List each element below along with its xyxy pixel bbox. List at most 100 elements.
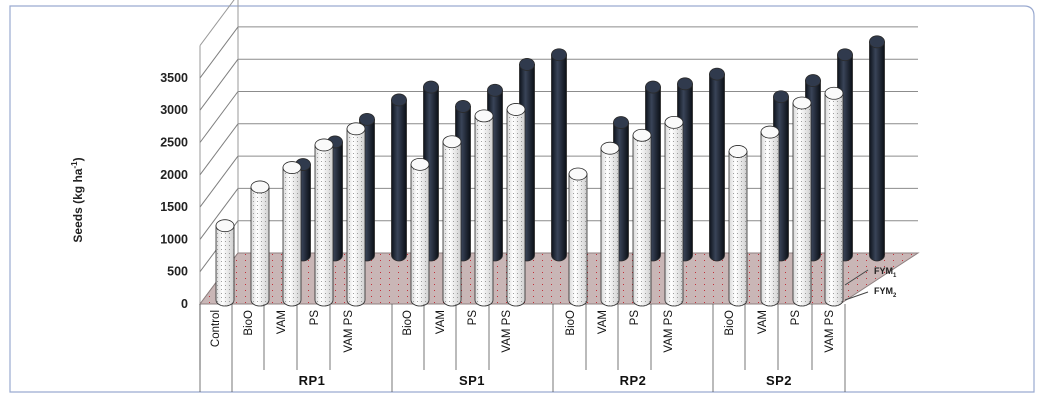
bar-fym1-13 bbox=[709, 67, 725, 262]
bar-fym2-3-texture bbox=[315, 144, 333, 306]
y-tick-label: 500 bbox=[167, 265, 188, 279]
legend-fym1-sub: 1 bbox=[893, 273, 897, 279]
bar-fym2-16 bbox=[792, 96, 812, 307]
bar-fym1-9 bbox=[551, 48, 567, 262]
bar-fym2-6-texture bbox=[411, 164, 429, 306]
bar-fym2-8-texture bbox=[475, 115, 493, 306]
gridline-wall bbox=[199, 155, 239, 208]
bar-fym2-8-top bbox=[474, 109, 494, 123]
y-tick-label: 2000 bbox=[160, 168, 188, 182]
bar-fym2-6 bbox=[410, 157, 430, 307]
bar-fym1-17-body bbox=[869, 41, 885, 262]
bar-fym2-6-top bbox=[410, 157, 430, 171]
category-label: VAM PS bbox=[824, 310, 836, 353]
bar-fym2-12-texture bbox=[633, 135, 651, 306]
left-wall-top-edge bbox=[199, 0, 235, 46]
bar-fym2-10-top bbox=[568, 167, 588, 181]
y-axis-label-text: Seeds (kg ha bbox=[71, 168, 85, 242]
bar-fym2-1 bbox=[250, 180, 270, 307]
bar-fym2-9 bbox=[506, 103, 526, 307]
bar-fym2-11-texture bbox=[601, 148, 619, 306]
category-label: BioO bbox=[724, 310, 736, 336]
legend-fym1: FYM1 bbox=[874, 266, 897, 279]
bar-fym1-13-top bbox=[709, 67, 725, 81]
group-label: SP1 bbox=[459, 373, 485, 388]
bar-fym1-17 bbox=[869, 35, 885, 262]
y-axis-label: Seeds (kg ha-1) bbox=[70, 157, 85, 242]
bars bbox=[215, 35, 885, 307]
bar-fym1-4-body bbox=[391, 99, 407, 262]
bar-fym2-10 bbox=[568, 167, 588, 307]
bar-fym1-9-top bbox=[551, 48, 567, 62]
legend-fym2-name: FYM bbox=[874, 286, 893, 296]
bar-fym2-14-texture bbox=[729, 151, 747, 306]
bar-fym2-13 bbox=[664, 115, 684, 307]
category-label: BioO bbox=[402, 310, 414, 336]
bar-fym1-10-top bbox=[613, 116, 629, 129]
category-label: BioO bbox=[243, 310, 255, 336]
bar-fym1-7-top bbox=[487, 83, 503, 97]
y-tick-label: 1500 bbox=[160, 200, 188, 214]
bar-fym1-9-body bbox=[551, 54, 567, 262]
bar-fym2-9-texture bbox=[507, 109, 525, 307]
bar-fym2-10-texture bbox=[569, 174, 587, 306]
legend: FYM1 FYM2 bbox=[874, 266, 897, 299]
bar-fym2-13-texture bbox=[665, 122, 683, 306]
category-label: PS bbox=[467, 310, 479, 326]
y-axis-label-sup: -1 bbox=[70, 161, 79, 169]
category-table: Control BioO VAM PS VAM PS BioO VAM PS VAM PS Bio… bbox=[199, 304, 846, 392]
bar-fym2-4-texture bbox=[347, 128, 365, 306]
bar-fym1-17-top bbox=[869, 35, 885, 49]
bar-fym1-16-top bbox=[837, 48, 853, 62]
category-label: PS bbox=[629, 310, 641, 326]
gridline-wall bbox=[199, 188, 239, 240]
legend-leader-2 bbox=[844, 291, 869, 301]
bar-fym1-13-body bbox=[709, 73, 725, 262]
bar-fym2-1-top bbox=[250, 180, 270, 194]
y-axis-ticks: 0 500 1000 1500 2000 2500 3000 3500 bbox=[160, 71, 188, 311]
bar-fym2-7-texture bbox=[443, 141, 461, 306]
gridline-wall bbox=[199, 91, 239, 143]
bar-fym2-8 bbox=[474, 109, 494, 307]
category-label: Control bbox=[210, 310, 222, 347]
category-label: VAM PS bbox=[343, 310, 355, 353]
category-label: VAM PS bbox=[663, 310, 675, 353]
bar-fym2-15-top bbox=[760, 125, 780, 139]
bar-fym2-3 bbox=[314, 138, 334, 307]
bar-fym2-14 bbox=[728, 145, 748, 307]
gridline-wall bbox=[199, 58, 239, 111]
gridline-wall bbox=[199, 123, 239, 176]
bar-fym2-11 bbox=[600, 141, 620, 307]
bar-fym2-16-top bbox=[792, 96, 812, 110]
y-tick-label: 3000 bbox=[160, 103, 188, 117]
category-label: VAM bbox=[276, 310, 288, 334]
bar-fym1-6-top bbox=[455, 100, 471, 113]
bar-fym2-17-texture bbox=[825, 93, 843, 306]
gridline-wall bbox=[199, 26, 239, 79]
legend-leader-1 bbox=[844, 269, 869, 286]
y-tick-label: 2500 bbox=[160, 136, 188, 150]
category-label: BioO bbox=[565, 310, 577, 336]
legend-fym1-name: FYM bbox=[874, 266, 893, 276]
bar-fym2-17 bbox=[824, 86, 844, 307]
bar-fym2-0 bbox=[215, 219, 235, 307]
bar-fym2-1-texture bbox=[251, 186, 269, 306]
category-label: VAM bbox=[757, 310, 769, 334]
group-label: RP2 bbox=[620, 373, 647, 388]
y-tick-label: 1000 bbox=[160, 232, 188, 246]
bar-fym2-4 bbox=[346, 122, 366, 307]
legend-fym2: FYM2 bbox=[874, 286, 897, 299]
bar-fym2-12-top bbox=[632, 128, 652, 142]
bar-fym2-0-texture bbox=[216, 225, 234, 306]
bar-fym1-15-top bbox=[805, 74, 821, 87]
y-axis-label-tail: ) bbox=[71, 157, 85, 161]
bar-fym2-4-top bbox=[346, 122, 366, 136]
bar-fym2-12 bbox=[632, 128, 652, 307]
bar-fym2-2-texture bbox=[283, 167, 301, 306]
bar-fym2-16-texture bbox=[793, 102, 811, 306]
bar-fym2-2-top bbox=[282, 161, 302, 174]
bar-fym2-3-top bbox=[314, 138, 334, 152]
category-label: PS bbox=[309, 310, 321, 326]
y-tick-label: 3500 bbox=[160, 71, 188, 85]
